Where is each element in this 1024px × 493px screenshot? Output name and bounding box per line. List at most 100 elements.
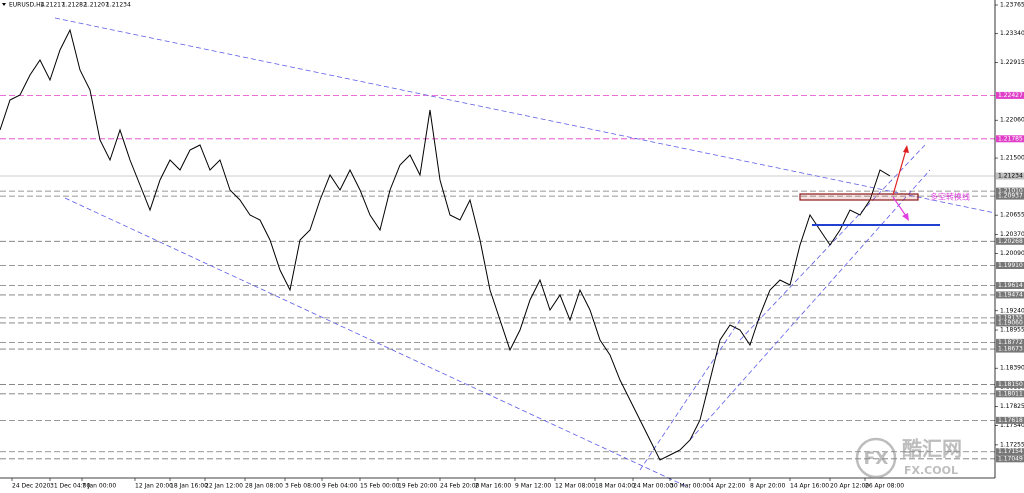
level-label: 1.19614	[998, 282, 1023, 289]
level-label: 1.17154	[998, 448, 1023, 455]
x-tick-label: 22 Jan 12:00	[205, 483, 243, 490]
level-label-box	[996, 455, 1024, 463]
level-label-box	[996, 135, 1024, 143]
x-tick-label: 18 Mar 04:00	[595, 483, 635, 490]
y-tick-label: 1.17540	[1000, 422, 1024, 429]
arrow-up	[892, 149, 907, 196]
x-tick-label: 24 Feb 20:00	[440, 483, 480, 490]
arrow-down	[892, 196, 907, 217]
x-tick-label: 19 Feb 20:00	[398, 483, 438, 490]
trend-line	[689, 169, 931, 441]
x-tick-label: 15 Feb 00:00	[360, 483, 400, 490]
y-tick-label: 1.22915	[1000, 59, 1024, 66]
level-label: 1.19060	[998, 319, 1023, 326]
level-label-box	[996, 380, 1024, 388]
x-tick-label: 7 Jan 00:00	[82, 483, 116, 490]
zone-box	[799, 193, 919, 201]
level-label-box	[996, 319, 1024, 327]
price-line	[0, 28, 891, 461]
trend-lines	[54, 17, 996, 489]
level-label: 1.18772	[998, 339, 1023, 346]
level-label-box	[996, 187, 1024, 195]
y-tick-label: 1.21500	[1000, 155, 1024, 162]
x-tick-label: 26 Apr 08:00	[865, 483, 904, 490]
y-tick-label: 1.20370	[1000, 231, 1024, 238]
level-label: 1.18150	[998, 381, 1023, 388]
x-tick-label: 9 Feb 04:00	[322, 483, 358, 490]
level-label: 1.20268	[998, 238, 1023, 245]
y-tick-label: 1.22060	[1000, 117, 1024, 124]
y-tick-label: 1.19240	[1000, 307, 1024, 314]
level-label: 1.18011	[998, 390, 1023, 397]
symbol: EURUSD,H4	[9, 2, 45, 9]
x-tick-label: 18 Jan 16:00	[170, 483, 208, 490]
low: 1.21207	[84, 2, 109, 9]
level-label: 1.22427	[998, 92, 1023, 99]
level-label-box	[996, 314, 1024, 322]
y-tick-label: 1.18955	[1000, 327, 1024, 334]
level-label-box	[996, 448, 1024, 456]
current-price-label: 1.21234	[998, 173, 1023, 180]
level-label: 1.21010	[998, 188, 1023, 195]
y-tick-label: 1.23340	[1000, 30, 1024, 37]
axes: 1.23765 1.23340 1.22915 1.22060 1.21500 1.206…	[11, 2, 1024, 490]
x-tick-label: 12 Jan 20:00	[135, 483, 173, 490]
trend-line	[64, 197, 691, 489]
watermark-badge	[855, 437, 897, 479]
x-tick-label: 20 Apr 12:00	[830, 483, 869, 490]
level-label-box	[996, 291, 1024, 299]
trend-line	[54, 17, 996, 214]
levels	[0, 95, 995, 460]
x-tick-label: 4 Apr 22:00	[710, 483, 745, 490]
x-tick-label: 8 Apr 20:00	[750, 483, 785, 490]
level-label-box	[996, 416, 1024, 424]
arrow-head	[903, 145, 909, 153]
annotation: 多空转换线	[930, 192, 970, 202]
trend-line	[739, 144, 926, 341]
high: 1.21282	[62, 2, 87, 9]
trend-line	[639, 319, 741, 471]
level-label-box	[996, 281, 1024, 289]
x-tick-label: 2 Mar 16:00	[475, 483, 511, 490]
y-tick-label: 1.20090	[1000, 250, 1024, 257]
level-label: 1.20937	[998, 193, 1023, 200]
level-label-box	[996, 192, 1024, 200]
x-tick-label: 31 Dec 04:00	[50, 483, 91, 490]
x-tick-label: 30 Mar 00:00	[670, 483, 710, 490]
x-tick-label: 9 Mar 12:00	[515, 483, 551, 490]
watermark-name: 酷汇网	[902, 437, 962, 461]
y-tick-label: 1.23765	[1000, 2, 1024, 9]
level-label: 1.19135	[998, 314, 1023, 321]
open: 1.21217	[40, 2, 65, 9]
level-label-box	[996, 91, 1024, 99]
header: EURUSD,H4 1.21217 1.21282 1.21207 1.2123…	[2, 2, 131, 9]
level-label-box	[996, 237, 1024, 245]
x-tick-label: 3 Feb 08:00	[285, 483, 321, 490]
x-tick-label: 28 Jan 08:00	[245, 483, 283, 490]
level-label: 1.19910	[998, 262, 1023, 269]
y-tick-label: 1.17825	[1000, 403, 1024, 410]
y-tick-label: 1.18390	[1000, 365, 1024, 372]
watermark-site: FX.COOL	[904, 464, 958, 477]
level-label: 1.17618	[998, 417, 1023, 424]
y-tick-label: 1.20655	[1000, 212, 1024, 219]
level-label-box	[996, 261, 1024, 269]
menu-icon	[2, 3, 6, 6]
x-tick-label: 14 Apr 16:00	[790, 483, 829, 490]
current-price-box	[996, 172, 1024, 180]
level-label-box	[996, 338, 1024, 346]
watermark-badge-text: FX	[864, 449, 889, 469]
y-tick-label: 1.17255	[1000, 441, 1024, 448]
close: 1.21234	[106, 2, 131, 9]
watermark: FX 酷汇网 FX.COOL	[855, 437, 962, 479]
arrow-head	[902, 213, 909, 221]
level-label: 1.17049	[998, 455, 1023, 462]
x-tick-label: 12 Mar 08:00	[555, 483, 595, 490]
level-label: 1.19474	[998, 291, 1023, 298]
level-label-box	[996, 390, 1024, 398]
x-tick-label: 24 Mar 00:00	[633, 483, 673, 490]
level-label-box	[996, 345, 1024, 353]
x-tick-label: 24 Dec 2020	[12, 483, 51, 490]
